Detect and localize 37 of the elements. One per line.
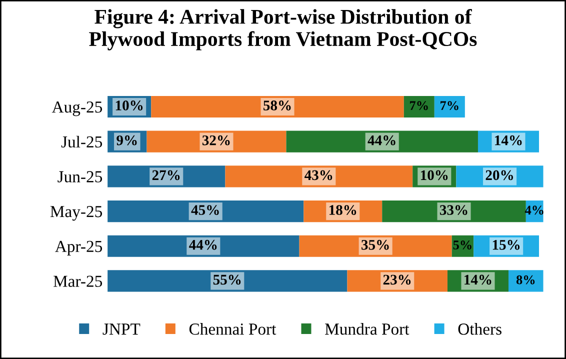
data-label: 10% — [420, 170, 448, 180]
data-label: 45% — [191, 205, 219, 215]
data-label: 43% — [304, 170, 332, 180]
data-label: 27% — [152, 170, 180, 180]
data-label: 32% — [202, 135, 230, 146]
data-label: 55% — [213, 274, 241, 285]
data-label: 14% — [495, 135, 522, 146]
data-label: 5% — [453, 240, 472, 250]
y-tick-label: Apr-25 — [55, 240, 102, 256]
legend-label: Mundra Port — [325, 323, 410, 335]
data-label: 44% — [368, 135, 396, 146]
data-label: 58% — [264, 100, 291, 110]
legend-label: JNPT — [102, 324, 140, 335]
data-label: 9% — [116, 135, 137, 146]
data-label: 14% — [464, 274, 492, 285]
data-label: 44% — [189, 240, 217, 250]
chart-title: Figure 4: Arrival Port-wise Distribution of Plywood Imports from Vietnam Post-QCOs — [89, 8, 477, 50]
data-label: 7% — [410, 101, 428, 110]
data-label: 33% — [440, 205, 468, 215]
legend-label: Others — [458, 323, 502, 335]
legend-label: Chennai Port — [189, 323, 276, 335]
data-label: 15% — [492, 240, 520, 250]
data-label: 20% — [486, 170, 513, 180]
data-label: 7% — [440, 101, 458, 110]
data-label: 10% — [116, 100, 143, 110]
y-tick-label: Jul-25 — [61, 136, 102, 148]
y-tick-label: Mar-25 — [54, 276, 102, 287]
y-tick-label: Aug-25 — [52, 101, 102, 116]
data-label: 35% — [362, 240, 389, 250]
data-label: 23% — [383, 274, 411, 285]
data-label: 8% — [516, 275, 535, 284]
data-label: 18% — [329, 205, 356, 215]
bar — [404, 96, 434, 118]
bar — [434, 96, 465, 118]
y-tick-label: May-25 — [50, 206, 102, 221]
y-tick-label: Jun-25 — [58, 171, 102, 182]
bar — [508, 270, 544, 292]
